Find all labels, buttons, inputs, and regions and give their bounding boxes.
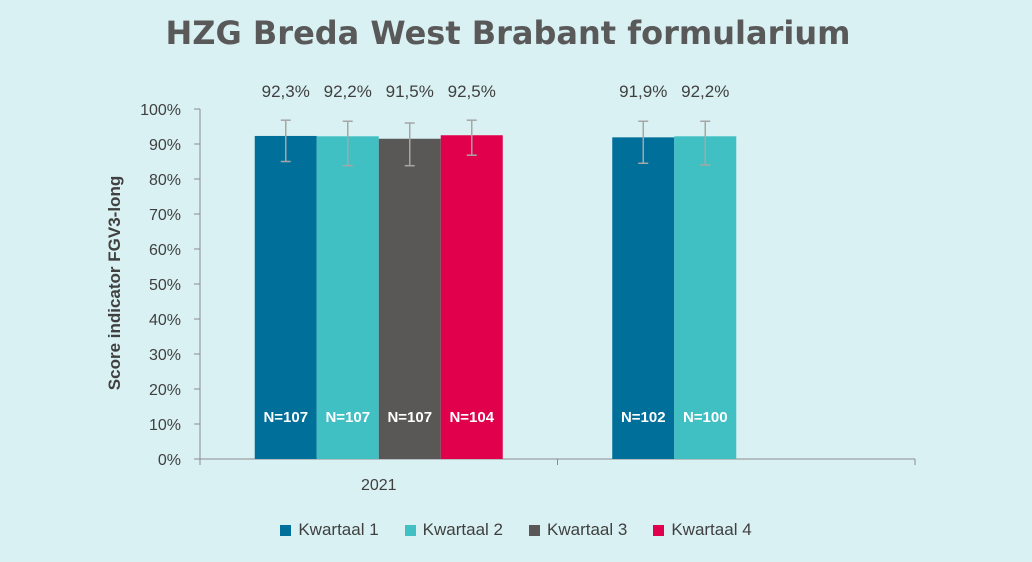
y-tick-label: 40% <box>149 312 181 329</box>
legend-item: Kwartaal 3 <box>529 520 627 540</box>
data-label: 92,2% <box>324 82 372 101</box>
bar <box>378 138 441 459</box>
legend-swatch <box>404 524 416 536</box>
y-tick-label: 70% <box>149 207 181 224</box>
legend-item: Kwartaal 1 <box>280 520 379 540</box>
n-label: N=100 <box>683 409 728 426</box>
legend-label: Kwartaal 2 <box>422 520 503 539</box>
legend-label: Kwartaal 1 <box>298 520 379 539</box>
bar <box>440 135 503 459</box>
legend-swatch <box>653 524 665 536</box>
legend-label: Kwartaal 4 <box>671 520 752 539</box>
n-label: N=107 <box>325 409 370 426</box>
chart-title: HZG Breda West Brabant formularium <box>165 14 851 52</box>
n-label: N=107 <box>387 409 432 426</box>
y-tick-label: 80% <box>149 172 181 189</box>
bar <box>612 137 675 459</box>
legend-swatch <box>529 524 540 536</box>
y-axis-label: Score indicator FGV3-long <box>105 175 124 391</box>
data-label: 92,3% <box>262 82 310 101</box>
y-tick-label: 10% <box>149 417 181 434</box>
legend-item: Kwartaal 2 <box>404 520 503 540</box>
y-tick-label: 90% <box>149 137 181 154</box>
y-tick-label: 50% <box>149 277 181 294</box>
legend-item: Kwartaal 4 <box>653 520 752 540</box>
y-tick-label: 0% <box>158 452 181 469</box>
data-label: 92,5% <box>448 82 496 101</box>
bar <box>674 136 737 460</box>
n-label: N=102 <box>621 409 666 426</box>
bar <box>316 136 379 460</box>
legend: Kwartaal 1 Kwartaal 2 Kwartaal 3 Kwartaal 4 <box>0 520 1032 540</box>
n-label: N=104 <box>449 409 494 426</box>
y-tick-label: 20% <box>149 382 181 399</box>
y-tick-label: 30% <box>149 347 181 364</box>
legend-swatch <box>280 524 292 536</box>
bar <box>254 135 317 459</box>
data-label: 92,2% <box>681 82 729 101</box>
x-tick-label: 2021 <box>361 477 397 494</box>
data-label: 91,9% <box>619 82 667 101</box>
data-label: 91,5% <box>386 82 434 101</box>
y-tick-label: 100% <box>140 102 181 119</box>
legend-label: Kwartaal 3 <box>547 520 628 539</box>
n-label: N=107 <box>263 409 308 426</box>
y-tick-label: 60% <box>149 242 181 259</box>
